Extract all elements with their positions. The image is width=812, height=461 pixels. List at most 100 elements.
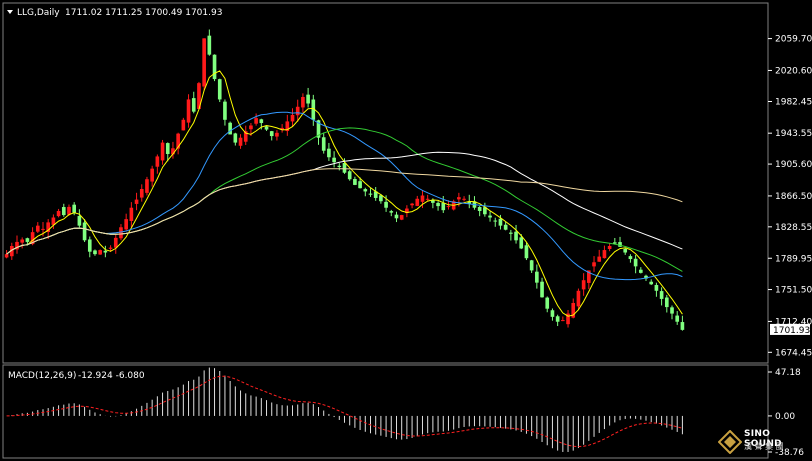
candle-body [327,148,331,158]
candle-body [51,217,56,225]
candle-body [98,250,102,255]
candle-body [394,214,399,219]
candle-body [353,179,357,185]
candle-body [264,126,269,130]
candle-body [197,83,201,109]
candle-body [561,320,565,322]
dropdown-triangle-icon[interactable] [7,10,13,14]
candle-body [389,211,394,213]
macd-panel-frame [2,364,769,459]
candle-body [202,38,206,87]
candle-body [425,198,430,200]
candle-body [243,131,248,142]
candle-body [238,137,243,146]
ohlc-readout: 1711.02 1711.25 1700.49 1701.93 [65,8,222,18]
candle-body [77,216,82,226]
candle-body [181,119,186,131]
candle-body [223,101,227,120]
candle-body [415,198,420,206]
candle-body [160,142,165,161]
candle-body [545,297,550,309]
candle-body [108,247,113,249]
candle-body [649,281,654,285]
macd-signal-line [6,375,683,448]
candle-body [228,122,232,135]
candle-body [659,291,664,299]
candle-body [275,132,279,137]
candle-body [618,242,622,247]
macd-tick-label: 47.18 [775,368,801,378]
candle-body [119,227,123,239]
candle-body [498,218,503,226]
candle-body [555,316,560,322]
price-tick-label: 1674.45 [775,348,812,358]
macd-tick-label: 0.00 [775,412,795,422]
candle-body [493,220,498,222]
ma-line-ma5 [6,70,683,317]
candle-body [67,206,71,215]
candle-body [368,193,373,195]
candle-body [420,195,425,202]
candle-body [379,195,383,202]
candle-body [165,143,170,154]
brand-name: SINO SOUND [744,429,782,449]
price-tick-label: 1905.60 [775,160,812,170]
candle-body [607,246,612,250]
ma-line-ma100 [6,168,683,255]
ma-line-ma20 [6,111,683,281]
candle-body [664,297,669,308]
macd-tick-label: -38.76 [775,448,804,458]
candle-body [347,171,352,180]
candle-body [550,310,555,317]
main-panel-frame [2,2,769,364]
candle-body [405,208,409,214]
price-tick-label: 1712.40 [775,317,812,327]
candle-body [332,157,336,163]
current-price-box: 1701.93 [770,323,810,336]
price-tick-label: 1943.55 [775,129,812,139]
candle-body [540,281,544,298]
candlestick-plot [4,29,685,331]
candle-body [613,242,617,244]
candle-body [134,199,139,204]
candle-body [35,225,40,232]
candle-body [675,315,680,322]
moving-average-lines [6,70,683,317]
candle-body [602,250,607,259]
candle-body [483,207,487,215]
candle-body [9,246,14,257]
macd-values: -12.924 -6.080 [78,371,145,381]
candle-body [20,239,25,243]
candle-body [93,250,97,255]
ma-line-ma40 [6,127,683,272]
candle-body [30,232,35,245]
candle-body [342,163,347,173]
candle-body [670,307,674,314]
candle-body [290,114,295,122]
candle-body [581,280,586,290]
candle-body [384,201,388,208]
candle-body [150,168,154,182]
candle-body [295,106,300,116]
candle-body [61,207,66,216]
candle-body [337,165,342,168]
candle-body [633,258,638,267]
candle-body [145,179,149,193]
candle-body [535,271,539,283]
candle-body [457,197,461,200]
candle-body [25,238,30,242]
candle-body [139,189,144,198]
candle-body [519,237,524,249]
macd-axis: 47.18 0.00 -38.76 [768,368,804,458]
candle-body [524,245,529,259]
candle-body [373,191,378,198]
candle-body [462,198,466,200]
candle-body [212,54,217,80]
candle-body [124,219,128,230]
candle-body [72,204,76,213]
candle-body [103,250,108,253]
candle-body [186,99,191,123]
candle-body [680,322,685,330]
candle-body [321,137,326,151]
